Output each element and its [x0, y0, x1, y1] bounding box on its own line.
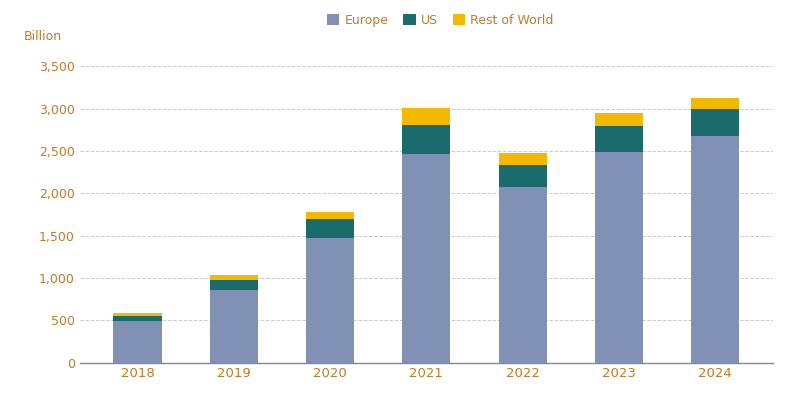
Bar [306, 212, 354, 219]
Bar [499, 153, 547, 164]
Bar [210, 280, 258, 290]
Bar [210, 290, 258, 363]
Bar [691, 136, 740, 363]
Bar [402, 125, 450, 154]
Bar [113, 321, 162, 363]
Bar [306, 219, 354, 238]
Bar [499, 164, 547, 187]
Bar [113, 316, 162, 321]
Text: Billion: Billion [24, 30, 62, 43]
Bar [691, 109, 740, 136]
Bar [210, 275, 258, 280]
Bar [595, 152, 643, 363]
Bar [595, 126, 643, 152]
Bar [306, 238, 354, 363]
Bar [691, 98, 740, 109]
Bar [113, 313, 162, 316]
Bar [402, 108, 450, 125]
Bar [499, 187, 547, 363]
Legend: Europe, US, Rest of World: Europe, US, Rest of World [322, 9, 559, 32]
Bar [595, 113, 643, 126]
Bar [402, 154, 450, 363]
